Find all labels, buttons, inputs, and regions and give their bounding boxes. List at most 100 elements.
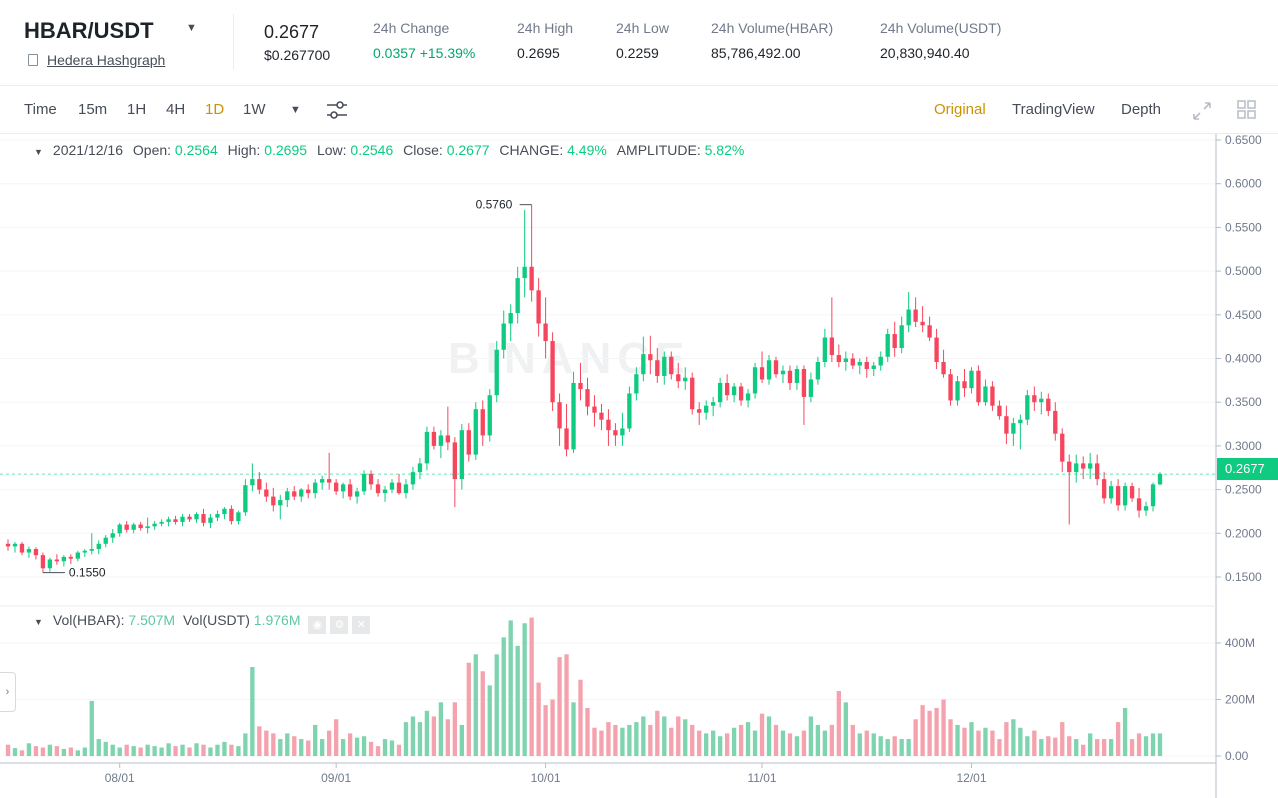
candle-body <box>173 519 178 522</box>
volume-bar <box>271 733 276 756</box>
candle-body <box>962 381 967 389</box>
candle-body <box>704 405 709 413</box>
volume-bar <box>473 654 478 756</box>
volume-bar <box>1101 739 1107 756</box>
candle-body <box>487 395 492 436</box>
candle-body <box>934 337 939 362</box>
candle-body <box>145 526 150 529</box>
candle-body <box>103 537 108 544</box>
volume-bar <box>1136 733 1142 756</box>
candle-body <box>110 533 115 538</box>
volume-bar <box>1081 744 1086 756</box>
price-tick-label: 0.4500 <box>1225 308 1262 322</box>
interval-1d[interactable]: 1D <box>205 101 225 118</box>
more-intervals-caret-icon[interactable]: ▼ <box>290 104 301 116</box>
volume-bar <box>1108 739 1114 756</box>
volume-bar <box>257 726 262 756</box>
volume-tick-label: 0.00 <box>1225 749 1249 763</box>
view-depth-tab[interactable]: Depth <box>1121 101 1162 118</box>
candle-body <box>1136 498 1142 511</box>
candlestick-chart[interactable]: 0.6500 0.6000 0.5500 0.5000 0.4500 0.4000 0.35… <box>0 134 1278 798</box>
price-tick-label: 0.6000 <box>1225 177 1262 191</box>
settings-icon[interactable]: ⚙ <box>330 616 349 634</box>
candle-body <box>690 377 695 410</box>
candle-body <box>278 500 283 506</box>
candle-body <box>997 405 1002 417</box>
candle-body <box>501 323 506 350</box>
candle-body <box>850 358 855 366</box>
stat-24h-volume-hbar: 24h Volume(HBAR) 85,786,492.00 <box>711 20 834 61</box>
candle-body <box>571 382 576 450</box>
candle-body <box>152 523 157 527</box>
volume-bar <box>648 724 653 756</box>
volume-bar <box>452 702 458 756</box>
volume-bar <box>843 702 848 756</box>
chart-area[interactable]: BINANCE 0.6500 0.6000 0.5500 0.5000 0.4500 0.… <box>0 134 1278 798</box>
candle-body <box>508 313 513 324</box>
candle-body <box>89 549 94 551</box>
volume-bar <box>494 654 499 756</box>
candle-body <box>529 266 534 291</box>
price-tick-label: 0.3500 <box>1225 395 1262 409</box>
candle-body <box>306 489 311 494</box>
candle-body <box>396 482 402 494</box>
interval-4h[interactable]: 4H <box>166 101 186 118</box>
collapse-caret-icon[interactable]: ▼ <box>34 147 43 157</box>
interval-1w[interactable]: 1W <box>243 101 266 118</box>
stat-24h-change: 24h Change 0.0357 +15.39% <box>373 20 476 61</box>
candle-body <box>878 356 883 366</box>
volume-bar <box>368 741 374 756</box>
volume-collapse-caret-icon[interactable]: ▼ <box>34 617 43 627</box>
candle-body <box>822 337 828 362</box>
volume-bar <box>33 746 39 756</box>
indicator-settings-icon[interactable] <box>325 98 349 122</box>
volume-bar <box>704 733 709 756</box>
candle-body <box>1074 463 1079 473</box>
close-icon[interactable]: ✕ <box>352 616 371 634</box>
candle-body <box>599 412 604 420</box>
candle-body <box>466 430 471 455</box>
min-marker-label: 0.1550 <box>69 566 106 580</box>
volume-bar <box>501 637 506 756</box>
candle-body <box>431 431 437 446</box>
candle-body <box>1150 484 1156 507</box>
candle-body <box>752 367 758 394</box>
volume-bar <box>110 744 115 756</box>
interval-1h[interactable]: 1H <box>127 101 147 118</box>
volume-bar <box>361 736 367 756</box>
candle-body <box>1157 473 1163 485</box>
view-original-tab[interactable]: Original <box>934 101 986 118</box>
volume-bar <box>40 747 46 756</box>
volume-bar <box>850 724 855 756</box>
candle-body <box>983 386 988 403</box>
candle-body <box>550 341 555 403</box>
volume-bar <box>124 744 129 756</box>
volume-bar <box>1150 733 1156 756</box>
volume-bar <box>578 679 583 756</box>
candle-body <box>361 473 367 492</box>
candle-body <box>648 354 653 361</box>
volume-bar <box>829 724 835 756</box>
pair-dropdown-caret-icon[interactable]: ▼ <box>186 22 197 34</box>
layout-grid-icon[interactable] <box>1237 100 1257 120</box>
pair-title[interactable]: HBAR/USDT <box>24 18 154 43</box>
candle-body <box>382 489 388 494</box>
volume-bar <box>620 727 625 756</box>
fullscreen-icon[interactable] <box>1191 100 1213 122</box>
volume-bar <box>131 746 136 756</box>
view-tradingview-tab[interactable]: TradingView <box>1012 101 1095 118</box>
volume-bar <box>1046 736 1051 756</box>
candle-body <box>655 360 660 376</box>
volume-bar <box>731 727 737 756</box>
asset-name-link[interactable]: Hedera Hashgraph <box>28 52 165 68</box>
stat-24h-high: 24h High 0.2695 <box>517 20 574 61</box>
interval-time[interactable]: Time <box>24 101 57 118</box>
eye-icon[interactable]: ◉ <box>308 616 327 634</box>
expand-panel-chevron-icon[interactable]: › <box>0 672 16 712</box>
interval-15m[interactable]: 15m <box>78 101 108 118</box>
volume-bar <box>871 733 876 756</box>
volume-bar <box>976 730 981 756</box>
volume-bar <box>299 739 304 756</box>
candle-body <box>641 354 646 375</box>
candle-body <box>955 381 960 401</box>
